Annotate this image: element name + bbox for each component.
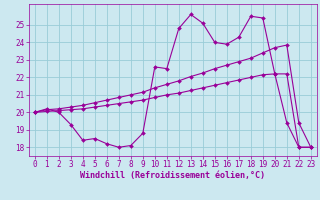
X-axis label: Windchill (Refroidissement éolien,°C): Windchill (Refroidissement éolien,°C): [80, 171, 265, 180]
